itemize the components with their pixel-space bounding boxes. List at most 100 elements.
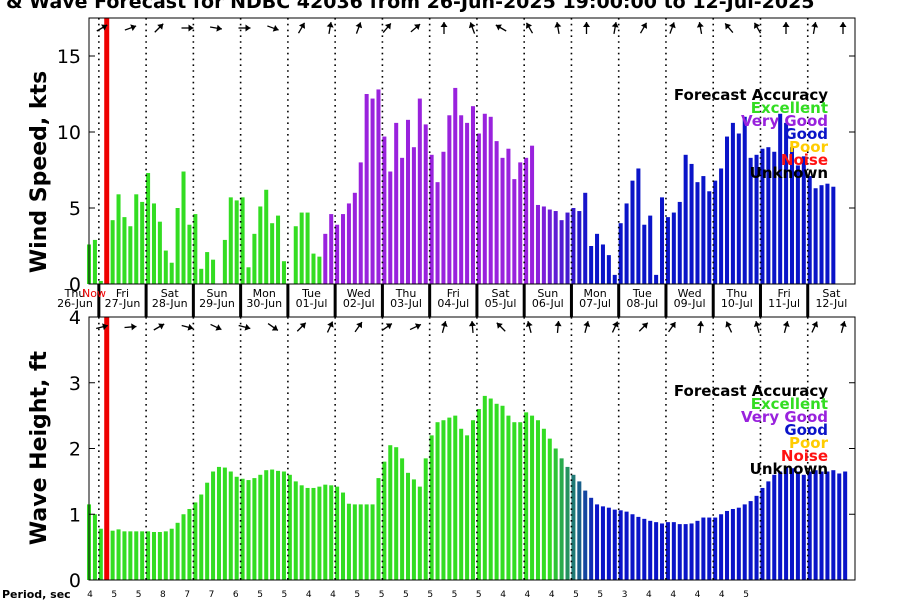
bar	[317, 486, 322, 580]
period-value: 8	[160, 590, 166, 600]
day-divider	[806, 284, 810, 317]
direction-arrow	[525, 22, 534, 34]
bar	[341, 214, 346, 284]
bar	[405, 472, 411, 580]
bar	[157, 532, 162, 580]
bar	[648, 215, 653, 284]
bar	[730, 122, 735, 284]
day-label-date: 10-Jul	[721, 297, 753, 310]
bar	[92, 239, 97, 284]
bar	[382, 461, 387, 580]
bar	[228, 197, 233, 284]
period-value: 4	[306, 590, 312, 600]
period-value: 3	[622, 590, 628, 600]
legend-item: Good	[784, 125, 828, 143]
bar	[789, 468, 794, 580]
bar	[606, 507, 611, 580]
legend-item: Excellent	[751, 99, 828, 117]
bar	[335, 224, 340, 284]
arrow-head	[298, 22, 306, 29]
legend-item: Unknown	[750, 164, 828, 182]
bar	[600, 506, 605, 580]
direction-arrow	[326, 321, 334, 333]
y-tick-label: 0	[69, 570, 81, 592]
arrow-head	[669, 322, 676, 329]
bar	[151, 532, 156, 580]
bar	[618, 510, 623, 580]
bar	[98, 280, 103, 284]
arrow-head	[216, 24, 222, 32]
bar	[110, 530, 115, 580]
day-divider	[475, 284, 479, 317]
day-label-dow: Fri	[778, 287, 791, 300]
bar	[665, 217, 670, 284]
bar	[134, 531, 139, 580]
direction-arrow	[554, 320, 562, 334]
bar	[234, 200, 239, 284]
period-value: 5	[452, 590, 458, 600]
arrow-head	[725, 23, 732, 30]
direction-arrow	[154, 23, 164, 33]
y-tick-label: 2	[69, 439, 81, 461]
direction-arrow	[297, 22, 306, 34]
bar	[701, 176, 706, 284]
direction-arrow	[181, 24, 194, 32]
bar	[228, 471, 233, 580]
bar	[748, 501, 753, 580]
arrow-head	[782, 321, 790, 327]
day-label-dow: Fri	[447, 287, 460, 300]
day-label-date: 30-Jun	[246, 297, 282, 310]
legend-item: Poor	[789, 138, 829, 156]
bar	[518, 422, 523, 580]
bar	[789, 147, 794, 284]
period-value: 5	[136, 590, 142, 600]
bar	[606, 255, 611, 284]
period-row: Period, sec 4 5 5 8 7 7 6 5 5 4 4 5 5 5 5 5 5 4 4 4 5 5 3 4 4 4 4 5	[2, 588, 749, 600]
bar	[270, 469, 275, 580]
bar	[447, 115, 452, 284]
bar	[565, 466, 570, 580]
day-label-date: 11-Jul	[768, 297, 800, 310]
legend-item: Good	[784, 421, 828, 439]
day-divider	[144, 284, 148, 317]
bar	[766, 147, 771, 284]
period-value: 4	[500, 590, 506, 600]
day-label-date: 29-Jun	[199, 297, 235, 310]
direction-arrow	[381, 323, 393, 331]
bar	[630, 180, 635, 284]
bar	[92, 514, 97, 580]
direction-arrow	[554, 21, 562, 35]
bar	[488, 398, 493, 580]
bar	[689, 163, 694, 284]
bar	[677, 201, 682, 284]
day-label-date: 08-Jul	[626, 297, 658, 310]
bar	[535, 204, 540, 284]
bar	[547, 438, 552, 580]
legend-item: Noise	[781, 447, 828, 465]
direction-arrow	[296, 322, 307, 332]
arrow-head	[583, 321, 591, 327]
bar	[110, 220, 115, 284]
arrow-head	[385, 323, 392, 330]
direction-arrow	[753, 321, 761, 333]
bar	[163, 531, 168, 580]
bar	[346, 203, 351, 284]
bar	[364, 94, 369, 284]
bar	[482, 113, 487, 284]
bar	[719, 514, 724, 580]
arrow-head	[525, 22, 533, 29]
direction-arrow	[468, 320, 476, 334]
bar	[394, 122, 399, 284]
bar	[470, 106, 475, 284]
direction-arrow	[96, 323, 108, 331]
bar	[577, 211, 582, 284]
bar	[376, 478, 381, 580]
bar	[784, 122, 789, 284]
arrow-head	[414, 24, 421, 31]
direction-arrow	[611, 21, 619, 35]
arrow-head	[215, 324, 222, 331]
bar	[211, 259, 216, 284]
bar	[624, 511, 629, 580]
bar	[541, 428, 546, 580]
